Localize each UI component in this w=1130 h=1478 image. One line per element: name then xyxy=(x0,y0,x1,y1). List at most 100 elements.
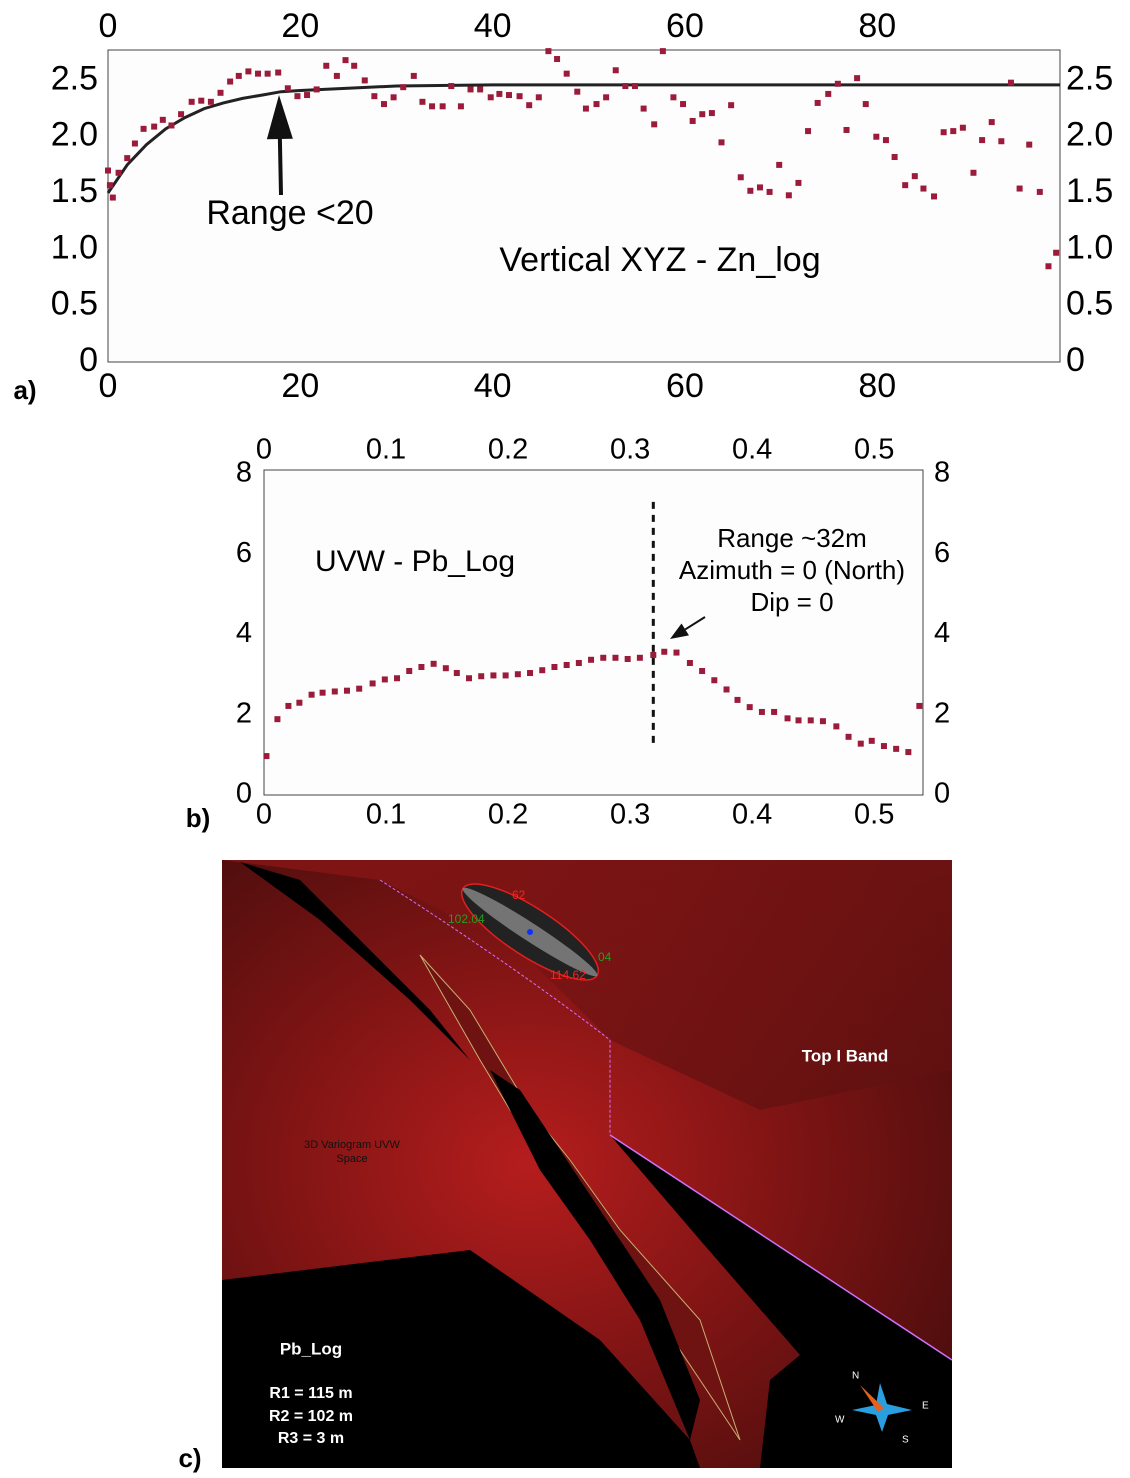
gap xyxy=(490,1070,700,1440)
point xyxy=(661,648,668,655)
point xyxy=(834,80,841,87)
point xyxy=(699,668,706,675)
compass: N E W S xyxy=(835,1371,929,1446)
point xyxy=(758,708,765,715)
compass-needle xyxy=(860,1385,884,1412)
point xyxy=(333,72,340,79)
chart-title: UVW - Pb_Log xyxy=(315,545,515,578)
point xyxy=(708,110,715,117)
point xyxy=(527,670,534,677)
panel-label: a) xyxy=(13,375,36,405)
point xyxy=(496,90,503,97)
point xyxy=(227,78,234,85)
point xyxy=(410,72,417,79)
point xyxy=(737,174,744,181)
point xyxy=(545,48,552,55)
x-top-tick-label: 0.1 xyxy=(366,434,406,466)
edge-line xyxy=(379,879,611,1135)
x-top-tick-label: 0.3 xyxy=(610,434,650,466)
point xyxy=(245,68,252,75)
point xyxy=(659,48,666,55)
point xyxy=(776,161,783,168)
y-right-tick-label: 0 xyxy=(1066,341,1085,379)
ellipsoid-label: 114.62 xyxy=(550,968,586,982)
point xyxy=(168,122,175,129)
point xyxy=(418,664,425,671)
y-right-tick-label: 2 xyxy=(934,697,950,729)
point xyxy=(453,670,460,677)
ellipsoid-label: 62 xyxy=(512,888,526,902)
x-top-tick-label: 0 xyxy=(256,434,272,466)
arrow-head xyxy=(266,95,293,140)
y-tick-label: 1.0 xyxy=(51,228,98,266)
point xyxy=(998,138,1005,145)
point xyxy=(514,671,521,678)
point xyxy=(699,111,706,118)
point xyxy=(466,675,473,682)
point xyxy=(275,69,282,76)
point xyxy=(711,677,718,684)
arrow-shaft xyxy=(277,138,283,196)
compass-label: S xyxy=(902,1435,909,1446)
point xyxy=(650,651,657,658)
point xyxy=(554,56,561,63)
point xyxy=(502,672,509,679)
point xyxy=(723,686,730,693)
range-label: R3 = 3 m xyxy=(278,1430,344,1447)
point xyxy=(1016,185,1023,192)
upper-surface xyxy=(222,860,952,1110)
point xyxy=(106,182,113,189)
point xyxy=(319,689,326,696)
point xyxy=(1045,263,1052,270)
point xyxy=(734,696,741,703)
point xyxy=(1036,188,1043,195)
x-tick-label: 0.4 xyxy=(732,799,772,831)
point xyxy=(843,126,850,133)
point xyxy=(487,94,494,101)
point xyxy=(1053,249,1060,256)
point xyxy=(124,155,131,162)
point xyxy=(323,62,330,69)
point xyxy=(950,128,957,135)
x-tick-label: 20 xyxy=(281,367,319,405)
y-right-tick-label: 1.5 xyxy=(1066,172,1113,210)
x-tick-label: 0.3 xyxy=(610,799,650,831)
y-tick-label: 0 xyxy=(236,778,252,810)
ellipsoid-center xyxy=(527,929,533,935)
point xyxy=(563,662,570,668)
x-tick-label: 60 xyxy=(666,367,704,405)
y-tick-label: 0 xyxy=(79,341,98,379)
point xyxy=(988,119,995,126)
x-tick-label: 0.5 xyxy=(854,799,894,831)
point xyxy=(825,90,832,97)
point xyxy=(905,749,912,756)
y-right-tick-label: 8 xyxy=(934,457,950,489)
point xyxy=(784,715,791,722)
y-right-tick-label: 2.0 xyxy=(1066,116,1113,154)
y-tick-label: 2.5 xyxy=(51,59,98,97)
x-top-tick-label: 40 xyxy=(474,7,512,45)
point xyxy=(920,185,927,192)
point xyxy=(563,70,570,77)
point xyxy=(235,72,242,79)
point xyxy=(1026,141,1033,148)
point xyxy=(351,62,358,69)
point xyxy=(188,98,195,105)
x-top-tick-label: 80 xyxy=(858,7,896,45)
y-tick-label: 1.5 xyxy=(51,172,98,210)
point xyxy=(467,86,474,93)
annotation: Dip = 0 xyxy=(750,587,833,617)
point xyxy=(207,98,214,105)
arrow-head xyxy=(670,623,689,639)
point xyxy=(636,654,643,661)
point xyxy=(805,128,812,135)
point xyxy=(448,83,455,90)
point xyxy=(593,101,600,108)
point xyxy=(406,668,413,675)
point xyxy=(551,664,558,671)
x-tick-label: 0.1 xyxy=(366,799,406,831)
y-right-tick-label: 4 xyxy=(934,617,950,649)
range-label: R2 = 102 m xyxy=(269,1408,353,1425)
point xyxy=(612,67,619,74)
